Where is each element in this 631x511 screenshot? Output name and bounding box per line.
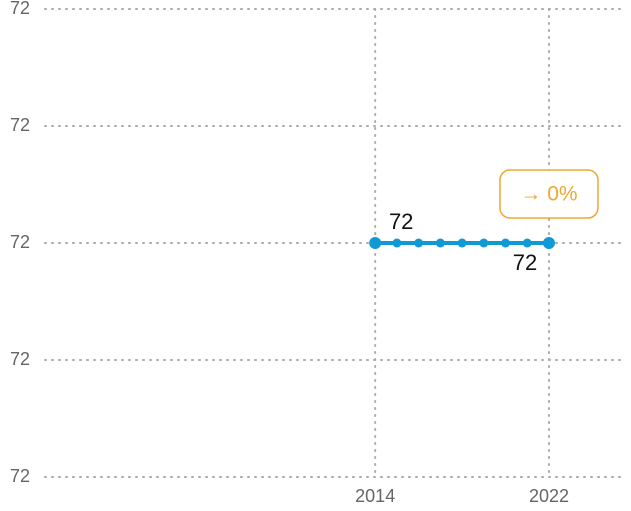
point [457, 238, 467, 248]
point [392, 238, 402, 248]
point [479, 238, 489, 248]
data-label: 72 [389, 209, 413, 234]
annotation: → 0% [520, 183, 577, 206]
point [369, 237, 382, 249]
point [522, 238, 532, 248]
y-tick-label: 72 [10, 466, 30, 486]
annotation-box [499, 169, 599, 219]
y-tick-label: 72 [10, 349, 30, 369]
point [542, 237, 555, 249]
data-label: 72 [513, 250, 537, 275]
x-tick-label: 2014 [355, 486, 395, 506]
y-tick-label: 72 [10, 115, 30, 135]
y-tick-label: 72 [10, 232, 30, 252]
y-tick-label: 72 [10, 0, 30, 18]
point [414, 238, 424, 248]
x-tick-label: 2022 [529, 486, 569, 506]
point [501, 238, 511, 248]
point [435, 238, 445, 248]
